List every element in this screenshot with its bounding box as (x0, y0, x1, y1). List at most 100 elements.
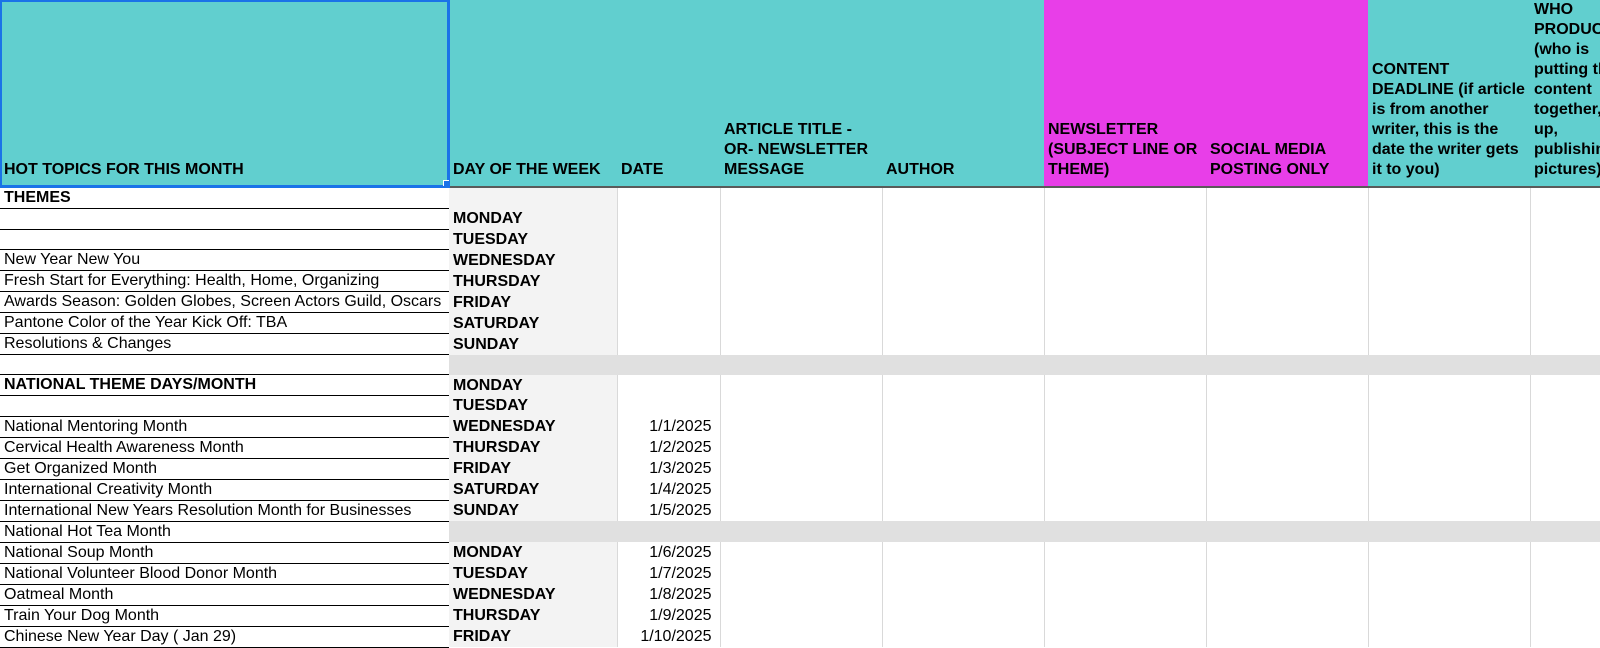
empty-cell[interactable] (1044, 292, 1206, 313)
empty-cell[interactable] (1044, 563, 1206, 584)
empty-cell[interactable] (1206, 437, 1368, 458)
topic-cell[interactable] (0, 229, 449, 250)
empty-cell[interactable] (882, 229, 1044, 250)
empty-cell[interactable] (720, 458, 882, 479)
empty-cell[interactable] (882, 437, 1044, 458)
date-cell[interactable]: 1/7/2025 (617, 563, 720, 584)
empty-cell[interactable] (1206, 250, 1368, 271)
date-cell[interactable] (617, 292, 720, 313)
date-cell[interactable] (617, 334, 720, 355)
empty-cell[interactable] (1206, 209, 1368, 230)
column-header-2[interactable]: DATE (617, 0, 720, 187)
empty-cell[interactable] (1368, 292, 1530, 313)
empty-cell[interactable] (720, 542, 882, 563)
empty-cell[interactable] (720, 396, 882, 417)
empty-cell[interactable] (1206, 187, 1368, 209)
topic-cell[interactable]: Get Organized Month (0, 458, 449, 479)
empty-cell[interactable] (1368, 271, 1530, 292)
table-row[interactable]: New Year New YouWEDNESDAY (0, 250, 1600, 271)
topic-cell[interactable]: THEMES (0, 187, 449, 209)
column-header-6[interactable]: SOCIAL MEDIA POSTING ONLY (1206, 0, 1368, 187)
empty-cell[interactable] (720, 626, 882, 647)
empty-cell[interactable] (882, 313, 1044, 334)
empty-cell[interactable] (720, 271, 882, 292)
day-cell[interactable]: WEDNESDAY (449, 416, 617, 437)
empty-cell[interactable] (1530, 626, 1600, 647)
empty-cell[interactable] (1368, 229, 1530, 250)
topic-cell[interactable]: Pantone Color of the Year Kick Off: TBA (0, 313, 449, 334)
date-cell[interactable] (617, 396, 720, 417)
topic-cell[interactable] (0, 396, 449, 417)
empty-cell[interactable] (1368, 313, 1530, 334)
empty-cell[interactable] (720, 605, 882, 626)
day-cell[interactable]: SATURDAY (449, 313, 617, 334)
empty-cell[interactable] (1530, 396, 1600, 417)
empty-cell[interactable] (720, 187, 882, 209)
date-cell[interactable] (617, 375, 720, 396)
topic-cell[interactable]: National Mentoring Month (0, 416, 449, 437)
table-row[interactable]: Cervical Health Awareness MonthTHURSDAY1… (0, 437, 1600, 458)
empty-cell[interactable] (1368, 458, 1530, 479)
empty-cell[interactable] (1206, 313, 1368, 334)
empty-cell[interactable] (1530, 313, 1600, 334)
day-cell[interactable]: THURSDAY (449, 605, 617, 626)
empty-cell[interactable] (1368, 542, 1530, 563)
empty-cell[interactable] (1368, 584, 1530, 605)
empty-cell[interactable] (1530, 584, 1600, 605)
empty-cell[interactable] (1044, 605, 1206, 626)
empty-cell[interactable] (1044, 542, 1206, 563)
topic-cell[interactable]: Resolutions & Changes (0, 334, 449, 355)
empty-cell[interactable] (1206, 271, 1368, 292)
topic-cell[interactable]: International New Years Resolution Month… (0, 500, 449, 521)
empty-cell[interactable] (1368, 187, 1530, 209)
empty-cell[interactable] (1206, 416, 1368, 437)
day-cell[interactable]: WEDNESDAY (449, 250, 617, 271)
day-cell[interactable]: FRIDAY (449, 626, 617, 647)
empty-cell[interactable] (882, 271, 1044, 292)
empty-cell[interactable] (1530, 563, 1600, 584)
empty-cell[interactable] (882, 605, 1044, 626)
empty-cell[interactable] (882, 542, 1044, 563)
topic-cell[interactable]: National Volunteer Blood Donor Month (0, 563, 449, 584)
empty-cell[interactable] (1368, 334, 1530, 355)
day-cell[interactable] (449, 187, 617, 209)
empty-cell[interactable] (1530, 542, 1600, 563)
day-cell[interactable]: SUNDAY (449, 500, 617, 521)
empty-cell[interactable] (1206, 396, 1368, 417)
day-cell[interactable]: TUESDAY (449, 396, 617, 417)
empty-cell[interactable] (720, 500, 882, 521)
empty-cell[interactable] (1530, 479, 1600, 500)
date-cell[interactable]: 1/10/2025 (617, 626, 720, 647)
empty-cell[interactable] (1206, 479, 1368, 500)
empty-cell[interactable] (1044, 250, 1206, 271)
empty-cell[interactable] (1044, 626, 1206, 647)
empty-cell[interactable] (1044, 458, 1206, 479)
empty-cell[interactable] (1368, 605, 1530, 626)
empty-cell[interactable] (1206, 605, 1368, 626)
table-row[interactable]: International Creativity MonthSATURDAY1/… (0, 479, 1600, 500)
empty-cell[interactable] (1368, 416, 1530, 437)
empty-cell[interactable] (1044, 416, 1206, 437)
empty-cell[interactable] (1530, 292, 1600, 313)
empty-cell[interactable] (1044, 375, 1206, 396)
empty-cell[interactable] (720, 229, 882, 250)
empty-cell[interactable] (882, 209, 1044, 230)
column-header-7[interactable]: CONTENT DEADLINE (if article is from ano… (1368, 0, 1530, 187)
empty-cell[interactable] (1044, 334, 1206, 355)
empty-cell[interactable] (1044, 584, 1206, 605)
empty-cell[interactable] (1530, 334, 1600, 355)
empty-cell[interactable] (1206, 334, 1368, 355)
empty-cell[interactable] (720, 479, 882, 500)
empty-cell[interactable] (1530, 458, 1600, 479)
topic-cell[interactable]: Cervical Health Awareness Month (0, 437, 449, 458)
empty-cell[interactable] (720, 437, 882, 458)
empty-cell[interactable] (1044, 187, 1206, 209)
day-cell[interactable]: TUESDAY (449, 563, 617, 584)
empty-cell[interactable] (1206, 542, 1368, 563)
day-cell[interactable]: FRIDAY (449, 458, 617, 479)
table-row[interactable]: NATIONAL THEME DAYS/MONTHMONDAY (0, 375, 1600, 396)
empty-cell[interactable] (1368, 479, 1530, 500)
day-cell[interactable]: SUNDAY (449, 334, 617, 355)
empty-cell[interactable] (1530, 605, 1600, 626)
topic-cell[interactable]: National Hot Tea Month (0, 521, 449, 542)
